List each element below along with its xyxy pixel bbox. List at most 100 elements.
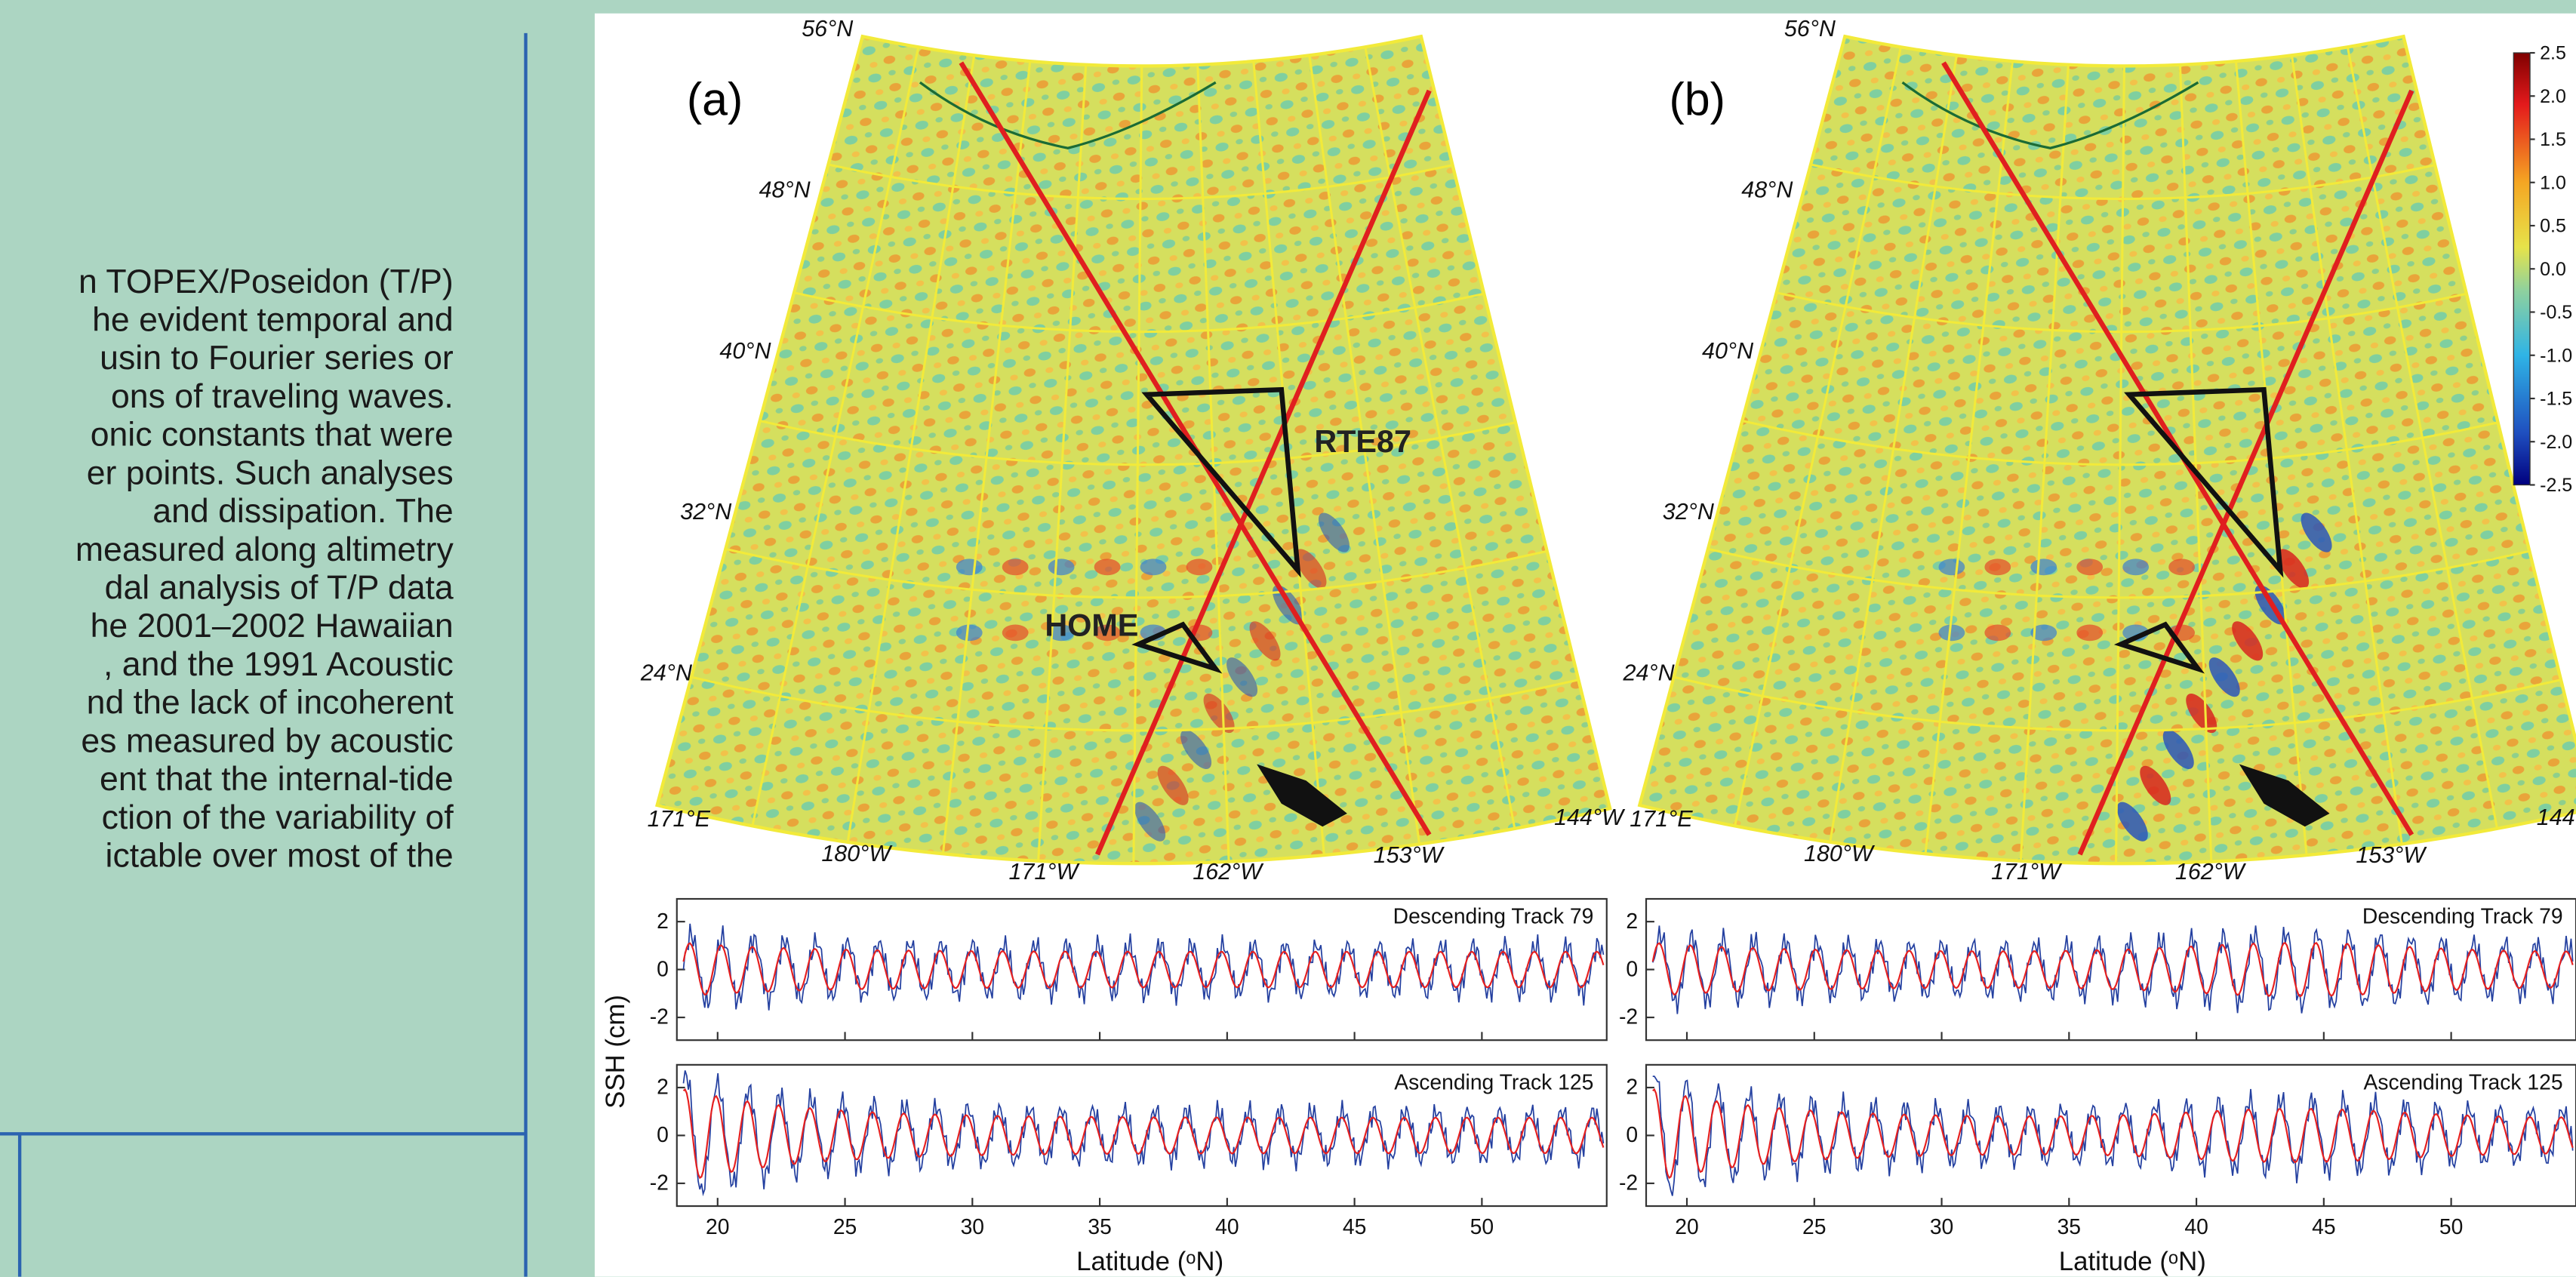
x-tick-label: 40 [1215, 1214, 1239, 1239]
island [2239, 764, 2330, 827]
ssh-blob [1048, 558, 1075, 576]
observed-curve [682, 923, 1605, 1011]
meridian [2115, 66, 2125, 864]
ssh-blob [1002, 624, 1029, 642]
x-tick-label: 50 [1470, 1214, 1494, 1239]
lat-label: 40°N [1702, 338, 1754, 364]
lon-label: 144°W [1554, 805, 1626, 830]
body-text-line: and dissipation. The [152, 493, 453, 530]
lon-label: 162°W [1193, 859, 1264, 885]
meridian [1037, 64, 1088, 861]
lat-label: 32°N [680, 499, 732, 525]
x-tick-label: 45 [2312, 1214, 2335, 1239]
panel-label: (b) [1669, 74, 1725, 125]
plot-frame [1645, 897, 2576, 1042]
ssh-blob [1002, 558, 1029, 576]
y-axis-title: SSH (cm) [601, 995, 630, 1109]
lon-label: 180°W [821, 841, 893, 866]
ssh-blob [2232, 621, 2264, 661]
body-text-line: ons of traveling waves. [111, 378, 454, 415]
ssh-blob [1938, 558, 1965, 576]
lon-label: 171°W [1991, 859, 2063, 885]
model-curve [682, 942, 1605, 996]
lat-label: 48°N [1741, 177, 1793, 203]
array [1141, 386, 1301, 578]
outline [1637, 34, 2576, 866]
body-text-line: nd the lack of incoherent [87, 685, 454, 722]
track [1095, 89, 1432, 856]
colorbar [2513, 52, 2531, 486]
ssh-blob [1094, 558, 1121, 576]
body-text-line: he 2001–2002 Hawaiian [91, 608, 454, 645]
observed-curve [1651, 925, 2574, 1014]
annotation: HOME [1045, 608, 1138, 643]
lon-label: 153°W [2356, 842, 2427, 868]
x-tick-label: 25 [1802, 1214, 1826, 1239]
ssh-blob [2301, 512, 2332, 552]
ssh-blob [2208, 657, 2240, 697]
ssh-blob [2076, 558, 2104, 576]
ssh-blob [1134, 802, 1166, 842]
body-text-line: usin to Fourier series or [100, 340, 454, 377]
meridian [1734, 47, 1902, 826]
ssh-blob [1157, 765, 1189, 805]
ssh-blob [1094, 624, 1121, 642]
colorbar-label: -1.0 [2540, 345, 2572, 366]
ssh-blob [2140, 765, 2171, 805]
ssh-blob [956, 558, 983, 576]
colorbar-label: 2.0 [2540, 86, 2566, 107]
body-text-line: measured along altimetry [75, 531, 454, 568]
ssh-blob [1249, 621, 1281, 661]
track-title: Ascending Track 125 [1394, 1069, 1593, 1094]
lat-label: 24°N [1623, 660, 1676, 686]
body-text-line: es measured by acoustic [81, 722, 453, 759]
ssh-blob [2278, 549, 2310, 589]
meridian [846, 55, 976, 843]
ssh-blob [2186, 693, 2217, 734]
ssh-blob [1984, 558, 2011, 576]
annotation: RTE87 [1314, 424, 1411, 459]
island [1257, 764, 1347, 827]
sidebar [0, 0, 595, 1277]
body-text-line: dal analysis of T/P data [105, 570, 454, 607]
y-tick-label: -2 [1619, 1005, 1638, 1029]
array [2124, 386, 2284, 578]
ssh-blob [1938, 624, 1965, 642]
meridian [2290, 55, 2403, 845]
x-tick-label: 30 [1930, 1214, 1953, 1239]
body-text-line: ictable over most of the [106, 838, 454, 875]
plot-frame [676, 897, 1608, 1042]
x-tick-label: 45 [1343, 1214, 1366, 1239]
body-text-line: n TOPEX/Poseidon (T/P) [78, 263, 454, 300]
x-tick-label: 20 [706, 1214, 729, 1239]
lat-label: 24°N [640, 660, 693, 686]
meridian [941, 60, 1032, 854]
meridian [1308, 55, 1421, 845]
y-tick-label: -2 [650, 1171, 669, 1195]
ssh-blob [1048, 624, 1075, 642]
colorbar-label: 0.0 [2540, 259, 2566, 280]
lat-label: 32°N [1663, 499, 1715, 525]
meridian [2019, 64, 2070, 861]
body-text-line: er points. Such analyses [87, 454, 454, 491]
coast [919, 81, 1217, 149]
y-tick-label: 0 [657, 1122, 669, 1146]
ssh-blob [2162, 729, 2194, 769]
x-tick-label: 35 [2057, 1214, 2081, 1239]
x-tick-label: 40 [2184, 1214, 2208, 1239]
ssh-blob [1140, 558, 1167, 576]
lon-label: 153°W [1374, 842, 1445, 868]
body-text-line: ction of the variability of [102, 799, 454, 836]
x-tick-label: 20 [1675, 1214, 1698, 1239]
colorbar-label: 2.5 [2540, 43, 2566, 64]
y-tick-label: 2 [1626, 1075, 1638, 1099]
ssh-blob [1226, 657, 1258, 697]
body-text-line: he evident temporal and [92, 302, 454, 339]
y-tick-label: 2 [1626, 909, 1638, 933]
ssh-blob [1180, 729, 1212, 769]
ssh-blob [2076, 624, 2104, 642]
array [1131, 621, 1223, 674]
track [2077, 89, 2414, 856]
ssh-blob [1295, 549, 1327, 589]
